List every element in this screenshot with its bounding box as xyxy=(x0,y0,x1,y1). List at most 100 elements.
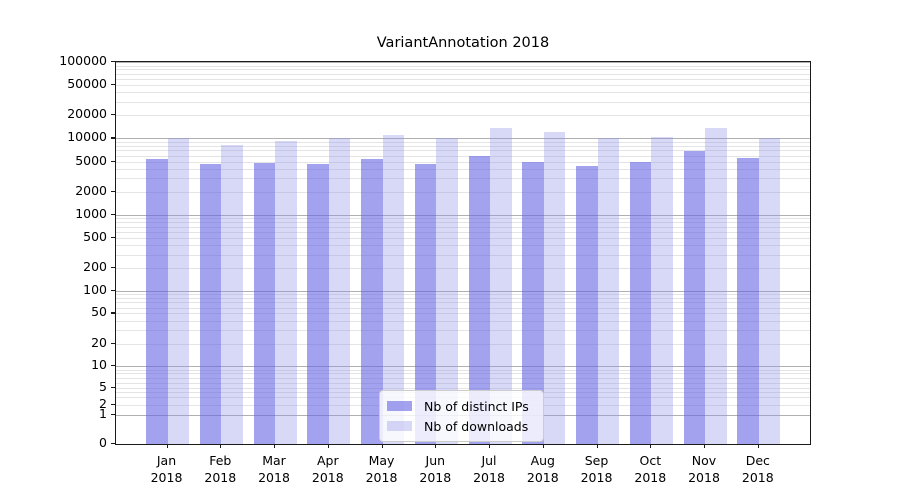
gridline-minor xyxy=(116,141,810,143)
y-tick-label: 200 xyxy=(83,258,107,274)
x-tick-mark xyxy=(381,444,383,448)
x-tick-label: Aug 2018 xyxy=(508,452,578,486)
x-tick-label: May 2018 xyxy=(347,452,417,486)
x-tick-month: Jan xyxy=(156,453,177,468)
legend-swatch-downloads xyxy=(387,421,412,431)
bar-distinct-ips xyxy=(522,161,544,444)
bar-downloads xyxy=(758,138,781,444)
y-tick-label: 5 xyxy=(99,379,107,395)
y-tick-mark xyxy=(111,443,115,445)
gridline-minor xyxy=(116,226,810,228)
x-tick-year: 2018 xyxy=(258,470,290,485)
bar-downloads xyxy=(490,128,512,444)
gridline xyxy=(116,313,810,315)
y-tick-mark xyxy=(111,160,115,162)
bar-distinct-ips xyxy=(146,159,168,444)
x-tick-year: 2018 xyxy=(634,470,667,485)
gridline-minor xyxy=(116,79,810,80)
legend-label-downloads: Nb of downloads xyxy=(424,418,529,434)
y-tick-mark xyxy=(111,312,115,314)
bar-distinct-ips xyxy=(629,162,652,444)
gridline-minor xyxy=(116,218,810,220)
bar-distinct-ips xyxy=(414,163,437,444)
x-tick-year: 2018 xyxy=(473,470,505,485)
gridline-minor xyxy=(116,302,810,304)
x-tick-month: May xyxy=(368,453,395,468)
x-tick-label: Jul 2018 xyxy=(454,452,524,486)
x-tick-label: Feb 2018 xyxy=(185,452,255,486)
bar-distinct-ips xyxy=(576,165,598,444)
y-tick-mark xyxy=(111,137,115,139)
x-tick-mark xyxy=(489,444,491,448)
y-tick-mark xyxy=(111,387,115,389)
gridline-minor xyxy=(116,373,810,375)
x-tick-label: Mar 2018 xyxy=(239,452,309,486)
bar-distinct-ips xyxy=(468,155,490,444)
y-tick-label: 1 xyxy=(99,406,107,421)
x-tick-label: Sep 2018 xyxy=(562,452,632,486)
gridline-minor xyxy=(116,307,810,309)
gridline-decade xyxy=(116,214,810,216)
y-tick-mark xyxy=(111,289,115,291)
gridline-minor xyxy=(116,178,810,180)
y-tick-label: 50 xyxy=(91,304,107,320)
gridline-decade xyxy=(116,138,810,140)
gridline-minor xyxy=(116,222,810,224)
x-tick-mark xyxy=(435,444,437,448)
x-tick-year: 2018 xyxy=(311,470,344,485)
x-tick-year: 2018 xyxy=(526,470,559,485)
x-tick-mark xyxy=(220,444,222,448)
bar-downloads xyxy=(543,131,566,444)
gridline-minor xyxy=(116,377,810,379)
y-tick-mark xyxy=(111,365,115,367)
plot-area xyxy=(115,61,811,445)
bar-downloads xyxy=(382,134,404,444)
x-tick-year: 2018 xyxy=(150,470,183,485)
legend-label-distinct-ips: Nb of distinct IPs xyxy=(424,398,529,414)
bar-distinct-ips xyxy=(361,158,383,444)
x-tick-year: 2018 xyxy=(365,470,398,485)
x-tick-year: 2018 xyxy=(419,470,452,485)
x-tick-mark xyxy=(274,444,276,448)
y-tick-mark xyxy=(111,342,115,345)
x-tick-month: Mar xyxy=(262,453,286,468)
x-tick-mark xyxy=(327,444,329,448)
x-tick-year: 2018 xyxy=(580,470,613,485)
y-tick-label: 1000 xyxy=(75,205,107,221)
bar-downloads xyxy=(597,138,619,444)
gridline-minor xyxy=(116,155,810,157)
gridline-minor xyxy=(116,69,810,71)
gridline xyxy=(116,388,810,390)
gridline-minor xyxy=(116,294,810,296)
x-tick-label: Dec 2018 xyxy=(723,452,793,486)
gridline-minor xyxy=(116,150,810,152)
x-tick-year: 2018 xyxy=(688,470,720,485)
x-tick-month: Sep xyxy=(584,453,609,468)
bar-distinct-ips xyxy=(253,162,275,444)
x-tick-mark xyxy=(757,444,759,448)
legend-item-distinct-ips: Nb of distinct IPs xyxy=(387,398,535,414)
x-tick-month: Nov xyxy=(691,453,717,468)
gridline-minor xyxy=(116,382,810,384)
x-tick-month: Apr xyxy=(316,453,339,468)
gridline-minor xyxy=(116,369,810,371)
legend: Nb of distinct IPs Nb of downloads xyxy=(379,390,544,442)
gridline xyxy=(116,267,810,269)
y-tick-mark xyxy=(111,266,115,269)
gridline-minor xyxy=(116,92,810,94)
y-tick-mark xyxy=(111,84,115,86)
y-tick-label: 0 xyxy=(99,435,107,450)
x-tick-year: 2018 xyxy=(204,470,237,485)
x-tick-mark xyxy=(596,444,598,448)
x-tick-label: Oct 2018 xyxy=(615,452,685,486)
x-tick-month: Jul xyxy=(481,453,497,468)
y-tick-label: 100 xyxy=(83,281,107,297)
y-tick-label: 50000 xyxy=(67,76,107,92)
legend-item-downloads: Nb of downloads xyxy=(387,418,535,434)
gridline-minor xyxy=(116,168,810,170)
x-tick-mark xyxy=(650,444,652,448)
bar-downloads xyxy=(651,137,673,444)
gridline xyxy=(116,343,810,345)
x-tick-label: Jan 2018 xyxy=(132,452,202,486)
